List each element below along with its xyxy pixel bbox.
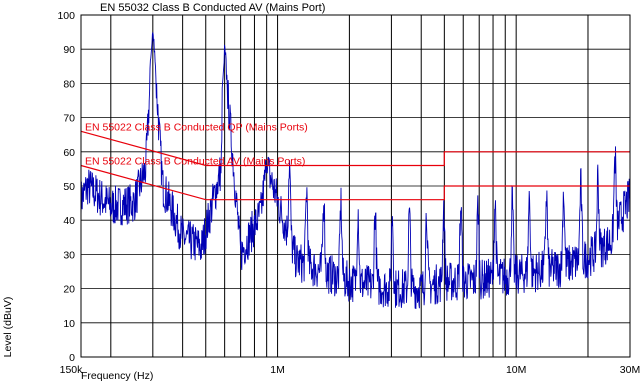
x-tick-label: 10M bbox=[506, 364, 526, 376]
y-tick-label: 70 bbox=[63, 113, 75, 125]
y-tick-label: 50 bbox=[63, 181, 75, 193]
av-limit-label: EN 55022 Class B Conducted AV (Mains Por… bbox=[85, 155, 305, 167]
y-tick-label: 20 bbox=[63, 284, 75, 296]
limit-lines: EN 55022 Class B Conducted QP (Mains Por… bbox=[80, 121, 630, 201]
plot-frame bbox=[80, 14, 631, 358]
measurement-trace bbox=[80, 32, 631, 310]
qp-limit-line bbox=[80, 130, 630, 167]
y-tick-label: 100 bbox=[57, 10, 75, 22]
x-tick-label: 150k bbox=[60, 364, 84, 376]
av-limit-line bbox=[80, 164, 630, 201]
y-axis-label: Level (dBuV) bbox=[2, 297, 14, 358]
x-tick-label: 1M bbox=[270, 364, 285, 376]
axis-labels: 0 10 20 30 40 50 60 70 80 90 100 150k 1M 10M 30M Level … bbox=[2, 10, 640, 376]
y-tick-label: 90 bbox=[63, 44, 75, 56]
y-tick-label: 30 bbox=[63, 249, 75, 261]
x-axis-label: Frequency (Hz) bbox=[81, 370, 153, 382]
y-tick-label: 60 bbox=[63, 147, 75, 159]
y-tick-label: 40 bbox=[63, 215, 75, 227]
qp-limit-label: EN 55022 Class B Conducted QP (Mains Por… bbox=[85, 121, 308, 133]
trace-line bbox=[80, 32, 631, 310]
y-tick-label: 10 bbox=[63, 318, 75, 330]
x-tick-label: 30M bbox=[620, 364, 640, 376]
chart-title: EN 55032 Class B Conducted AV (Mains Por… bbox=[100, 2, 325, 14]
y-tick-label: 0 bbox=[69, 352, 75, 364]
y-tick-label: 80 bbox=[63, 78, 75, 90]
